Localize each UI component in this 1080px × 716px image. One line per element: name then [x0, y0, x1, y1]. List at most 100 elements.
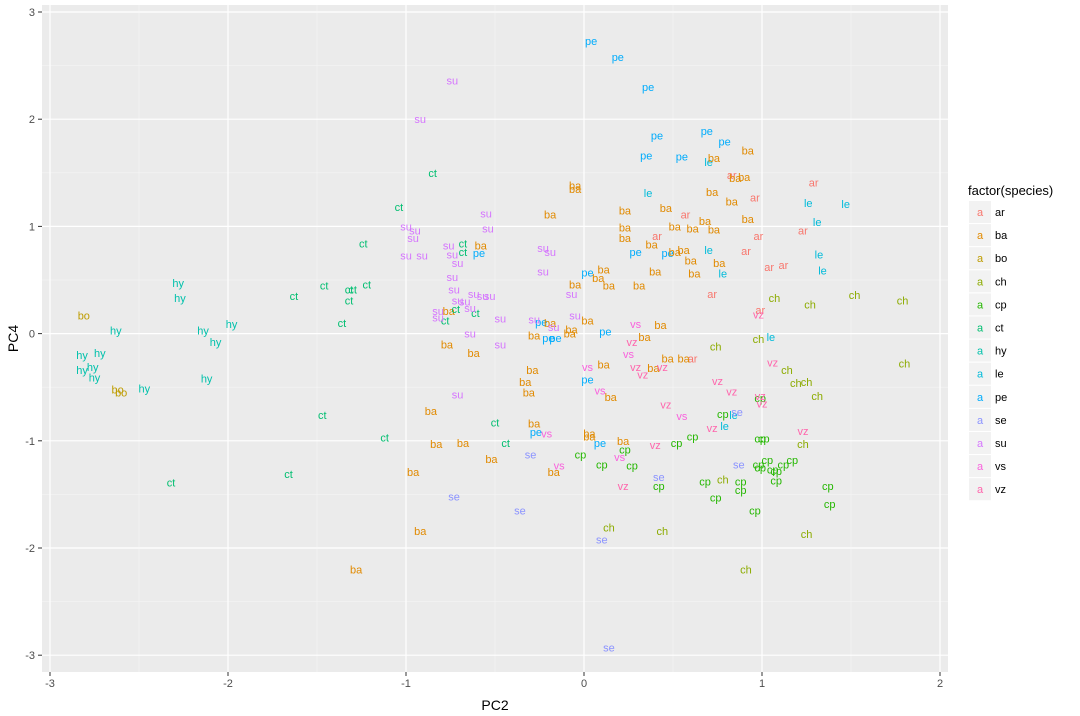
point-ch: ch [849, 290, 861, 302]
point-vz: vz [657, 362, 668, 374]
point-ba: ba [738, 172, 751, 184]
point-ct: ct [459, 239, 468, 251]
point-su: su [432, 306, 444, 318]
point-le: le [818, 265, 827, 277]
point-ba: ba [708, 153, 721, 165]
legend-key-glyph-hy: a [977, 346, 984, 358]
point-ch: ch [897, 295, 909, 307]
point-cp: cp [767, 465, 779, 477]
point-ch: ch [781, 365, 793, 377]
point-cp: cp [749, 505, 761, 517]
point-ar: ar [809, 177, 819, 189]
legend-key-glyph-su: a [977, 438, 984, 450]
point-su: su [400, 221, 412, 233]
point-cp: cp [786, 455, 798, 467]
point-bo: bo [115, 388, 127, 400]
point-ba: ba [603, 280, 616, 292]
point-vs: vs [595, 385, 607, 397]
point-su: su [482, 224, 494, 236]
x-tick-label: -2 [223, 678, 233, 690]
point-pe: pe [612, 52, 624, 64]
point-ba: ba [407, 467, 420, 479]
point-le: le [704, 245, 713, 257]
legend-label-bo: bo [995, 253, 1007, 265]
point-cp: cp [671, 438, 683, 450]
point-su: su [443, 241, 455, 253]
point-le: le [841, 199, 850, 211]
point-hy: hy [94, 348, 106, 360]
point-ct: ct [380, 433, 389, 445]
point-ba: ba [678, 353, 691, 365]
point-cp: cp [717, 409, 729, 421]
x-tick-label: 2 [937, 678, 943, 690]
point-su: su [544, 247, 556, 259]
legend-key-glyph-cp: a [977, 299, 984, 311]
point-ar: ar [741, 246, 751, 258]
point-su: su [464, 329, 476, 341]
point-se: se [603, 643, 615, 655]
point-su: su [464, 303, 476, 315]
point-ba: ba [649, 266, 662, 278]
point-ba: ba [617, 436, 630, 448]
legend-label-ch: ch [995, 276, 1007, 288]
point-pe: pe [676, 152, 688, 164]
point-pe: pe [530, 427, 542, 439]
point-ch: ch [811, 391, 823, 403]
point-vz: vz [660, 399, 671, 411]
point-ba: ba [523, 388, 536, 400]
y-tick-label: 1 [29, 221, 35, 233]
legend-key-glyph-ct: a [977, 323, 984, 335]
point-ba: ba [528, 419, 541, 431]
legend-key-ba [969, 224, 991, 247]
point-su: su [407, 233, 419, 245]
point-se: se [653, 472, 665, 484]
point-ba: ba [581, 316, 594, 328]
point-ch: ch [710, 341, 722, 353]
point-pe: pe [549, 333, 561, 345]
point-ba: ba [597, 264, 610, 276]
point-ch: ch [801, 377, 813, 389]
point-ar: ar [707, 289, 717, 301]
point-hy: hy [174, 293, 186, 305]
legend-key-glyph-bo: a [977, 253, 984, 265]
point-ba: ba [457, 438, 470, 450]
x-tick-label: -3 [45, 678, 55, 690]
point-pe: pe [473, 248, 485, 260]
point-ba: ba [654, 320, 667, 332]
point-su: su [477, 291, 489, 303]
point-ba: ba [430, 439, 443, 451]
point-su: su [409, 226, 421, 238]
point-ba: ba [605, 392, 618, 404]
point-ar: ar [681, 210, 691, 222]
point-ba: ba [662, 353, 675, 365]
point-pe: pe [640, 151, 652, 163]
point-ct: ct [348, 285, 357, 297]
point-ba: ba [699, 216, 712, 228]
point-vz: vz [627, 337, 638, 349]
point-cp: cp [770, 466, 782, 478]
legend-label-se: se [995, 415, 1007, 427]
legend-key-ch [969, 270, 991, 293]
point-su: su [446, 76, 458, 88]
point-ba: ba [564, 329, 577, 341]
point-vs: vs [623, 349, 635, 361]
point-ct: ct [359, 239, 368, 251]
point-ba: ba [742, 145, 755, 157]
point-vz: vz [753, 309, 764, 321]
legend-label-pe: pe [995, 392, 1007, 404]
legend-key-vs [969, 455, 991, 478]
x-axis-title: PC2 [481, 697, 508, 713]
point-vs: vs [614, 452, 626, 464]
point-ba: ba [548, 467, 561, 479]
point-su: su [484, 291, 496, 303]
point-pe: pe [642, 82, 654, 94]
point-su: su [468, 289, 480, 301]
point-se: se [448, 492, 460, 504]
legend-key-ar [969, 201, 991, 223]
point-hy: hy [210, 337, 222, 349]
legend-label-ba: ba [995, 230, 1008, 242]
y-tick-label: -2 [25, 543, 35, 555]
point-ct: ct [290, 291, 299, 303]
legend-key-cp [969, 293, 991, 316]
x-tick-label: 0 [581, 678, 587, 690]
